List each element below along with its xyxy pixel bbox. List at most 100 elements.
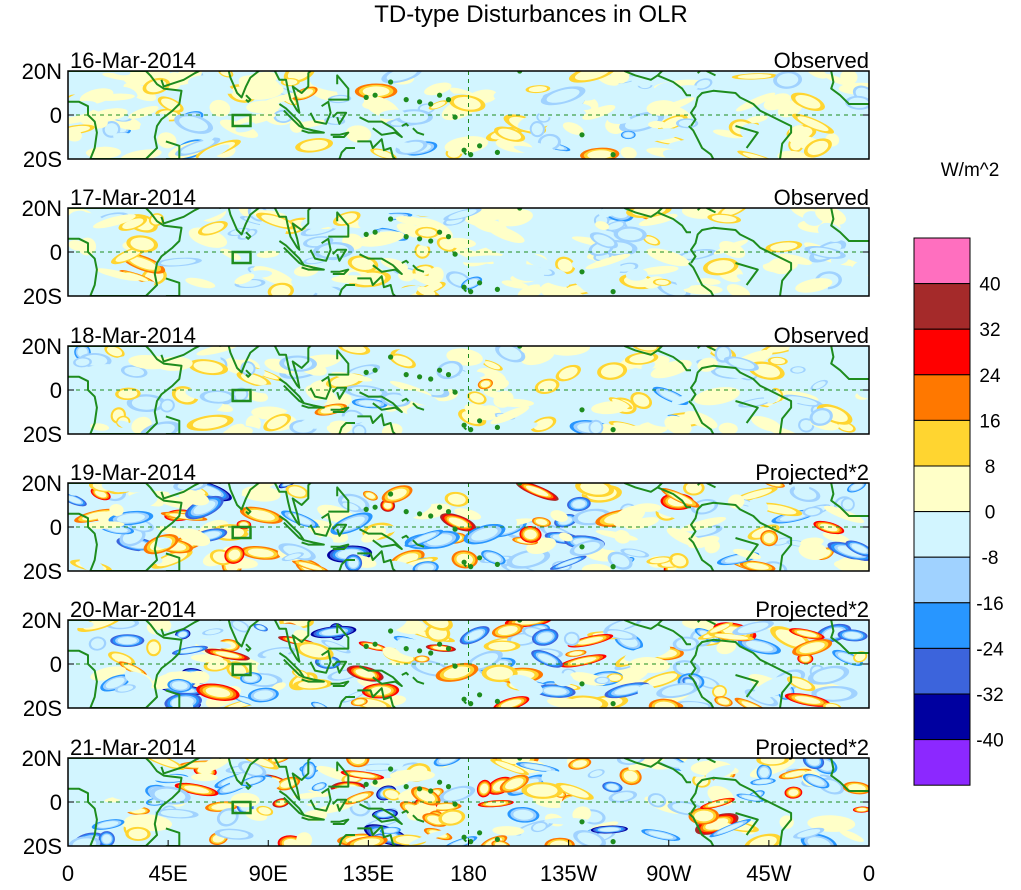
anomaly-blob (582, 104, 616, 120)
anomaly-blob (354, 699, 365, 705)
anomaly-blob (718, 422, 738, 434)
anomaly-blob (408, 828, 454, 845)
y-tick-label: 20N (22, 608, 62, 633)
anomaly-blob (234, 273, 255, 285)
coastline (357, 275, 396, 296)
anomaly-blob (187, 670, 210, 684)
anomaly-blob (495, 761, 524, 773)
anomaly-blob (470, 653, 499, 669)
anomaly-blob (68, 240, 85, 251)
anomaly-blob (400, 389, 440, 407)
anomaly-blob (201, 222, 224, 234)
anomaly-blob (513, 809, 534, 820)
colorbar-swatch (913, 283, 971, 330)
coastline (165, 827, 181, 846)
anomaly-blob (185, 277, 216, 289)
island (417, 374, 423, 380)
island (388, 216, 394, 222)
anomaly-blob (792, 367, 804, 373)
island (417, 236, 423, 242)
anomaly-blob (717, 822, 744, 834)
anomaly-blob (719, 240, 746, 259)
anomaly-blob (438, 758, 457, 764)
anomaly-blob (314, 783, 324, 790)
anomaly-blob (511, 634, 534, 645)
anomaly-blob (697, 643, 724, 656)
island (477, 830, 483, 836)
coastlines (68, 483, 869, 571)
coastline (623, 758, 664, 768)
anomaly-blob (395, 216, 427, 226)
anomaly-blob (184, 785, 210, 794)
coastline (165, 689, 181, 708)
coastline (332, 111, 348, 125)
island (372, 229, 378, 235)
anomaly-blob (501, 280, 529, 289)
anomaly-blob (128, 105, 159, 119)
anomaly-blob (493, 390, 514, 408)
island (452, 251, 458, 257)
x-tick-label: 90W (646, 861, 691, 886)
island (610, 289, 616, 295)
anomaly-blob (353, 838, 380, 846)
anomaly-blob (735, 92, 776, 112)
island (579, 407, 585, 413)
anomaly-blob (193, 500, 216, 515)
anomaly-blob (737, 622, 769, 634)
anomaly-blob (838, 422, 854, 432)
anomaly-blob (581, 563, 611, 571)
island (403, 372, 409, 378)
coastline (412, 814, 425, 823)
anomaly-blob (546, 88, 580, 103)
coastline (690, 226, 793, 296)
colorbar-level-label: -24 (976, 639, 1004, 660)
anomaly-blob (654, 701, 676, 708)
anomaly-blob (243, 632, 272, 646)
anomaly-blob (636, 128, 683, 142)
anomaly-blob (123, 664, 142, 674)
island (417, 511, 423, 517)
coastline (657, 349, 691, 372)
anomaly-blob (411, 273, 443, 288)
anomaly-blob (851, 543, 868, 554)
colorbar-swatch (913, 739, 971, 786)
coastline (690, 501, 793, 571)
anomaly-blob (526, 784, 558, 797)
anomaly-blob (525, 485, 549, 497)
anomaly-blob (601, 378, 630, 389)
anomaly-blob (443, 787, 471, 801)
anomaly-blob (544, 218, 567, 230)
anomaly-blob (220, 71, 232, 77)
coastline (219, 758, 312, 801)
colorbar-swatch (913, 556, 971, 604)
island (487, 845, 490, 846)
anomaly-blob (485, 552, 502, 562)
anomaly-blob (228, 549, 241, 560)
island (494, 424, 500, 430)
anomaly-blob (833, 559, 869, 571)
anomaly-blob (321, 628, 346, 636)
anomaly-blob (417, 286, 436, 296)
anomaly-blob (717, 698, 730, 705)
island (445, 784, 452, 790)
anomaly-blob (428, 266, 444, 284)
anomaly-blob (499, 346, 522, 360)
y-tick-label: 20S (23, 147, 62, 172)
anomaly-blob (602, 539, 646, 551)
anomaly-blob (839, 829, 864, 842)
anomaly-blob (68, 484, 80, 496)
anomaly-blob (211, 803, 233, 810)
anomaly-blob (124, 366, 145, 377)
anomaly-blob (612, 505, 646, 528)
anomaly-blob (679, 702, 709, 708)
island (468, 152, 474, 158)
anomaly-blob (817, 222, 844, 242)
anomaly-blob (683, 284, 723, 295)
anomaly-blob (788, 789, 799, 797)
anomaly-blob (816, 688, 852, 700)
anomaly-blob (104, 123, 119, 136)
anomaly-blob (287, 71, 312, 81)
anomaly-blob (844, 631, 862, 639)
coastline (435, 710, 440, 712)
coastline (328, 349, 350, 376)
